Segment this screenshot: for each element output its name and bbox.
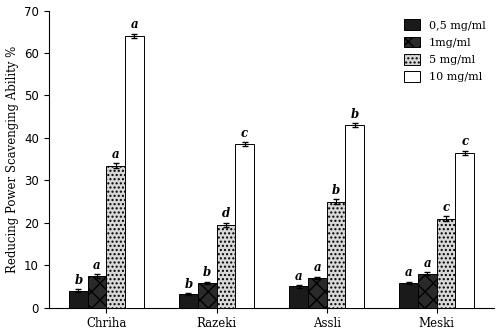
Bar — [456, 153, 474, 308]
Bar — [289, 287, 308, 308]
Bar — [125, 36, 144, 308]
Text: b: b — [203, 266, 211, 279]
Bar — [418, 274, 436, 308]
Y-axis label: Reducing Power Scavenging Ability %: Reducing Power Scavenging Ability % — [6, 45, 18, 273]
Legend: 0,5 mg/ml, 1mg/ml, 5 mg/ml, 10 mg/ml: 0,5 mg/ml, 1mg/ml, 5 mg/ml, 10 mg/ml — [401, 16, 489, 86]
Bar — [179, 294, 198, 308]
Text: a: a — [112, 148, 120, 161]
Bar — [308, 278, 326, 308]
Text: b: b — [184, 278, 192, 291]
Bar — [106, 166, 125, 308]
Text: a: a — [294, 270, 302, 283]
Bar — [216, 225, 235, 308]
Text: a: a — [93, 259, 101, 271]
Bar — [198, 283, 216, 308]
Text: a: a — [314, 261, 321, 274]
Bar — [88, 276, 106, 308]
Bar — [400, 283, 418, 308]
Text: c: c — [241, 127, 248, 140]
Text: c: c — [442, 201, 450, 214]
Text: c: c — [462, 135, 468, 148]
Bar — [69, 291, 87, 308]
Text: b: b — [332, 184, 340, 197]
Text: a: a — [405, 266, 412, 279]
Text: b: b — [74, 274, 82, 287]
Text: b: b — [350, 108, 359, 121]
Text: a: a — [424, 256, 431, 269]
Text: a: a — [130, 18, 138, 31]
Text: d: d — [222, 207, 230, 220]
Bar — [235, 144, 254, 308]
Bar — [326, 202, 345, 308]
Bar — [436, 219, 456, 308]
Bar — [346, 125, 364, 308]
